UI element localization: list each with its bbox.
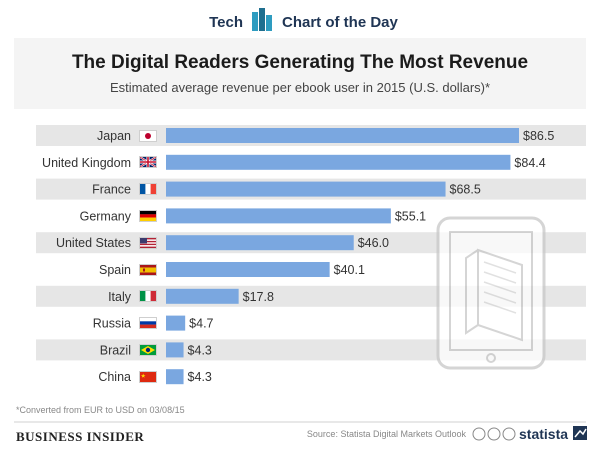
category-label: Italy: [108, 290, 132, 304]
bar-united-states: [166, 235, 354, 251]
header-tech-label: Tech: [209, 14, 243, 31]
bar-russia: [166, 315, 186, 331]
china-flag: [139, 370, 157, 383]
category-label: Brazil: [100, 343, 131, 357]
value-label: $46.0: [358, 236, 389, 250]
spain-flag: [139, 263, 157, 276]
category-label: France: [92, 183, 131, 197]
value-label: $86.5: [523, 129, 554, 143]
chart-of-day-icon: [252, 8, 272, 31]
source-text: Source: Statista Digital Markets Outlook: [307, 429, 467, 439]
bar-brazil: [166, 342, 184, 358]
brazil-flag: [139, 343, 157, 356]
value-label: $17.8: [243, 290, 274, 304]
category-label: Japan: [97, 129, 131, 143]
france-flag: [139, 183, 157, 196]
uk-flag: [139, 156, 157, 169]
category-label: United States: [56, 236, 131, 250]
value-label: $68.5: [450, 183, 481, 197]
germany-flag: [139, 209, 157, 222]
category-label: China: [98, 370, 131, 384]
usa-flag: [139, 236, 157, 249]
italy-flag: [139, 290, 157, 303]
tablet-illustration: [436, 216, 546, 370]
bar-germany: [166, 208, 391, 224]
value-label: $4.3: [188, 343, 212, 357]
business-insider-logo: BUSINESS INSIDER: [16, 429, 144, 444]
category-label: United Kingdom: [42, 156, 131, 170]
category-label: Germany: [80, 209, 132, 223]
value-label: $84.4: [514, 156, 545, 170]
chart-subtitle: Estimated average revenue per ebook user…: [110, 80, 490, 95]
license-icons: [472, 427, 516, 441]
bar-united-kingdom: [166, 154, 511, 170]
category-label: Russia: [93, 317, 131, 331]
japan-flag: [139, 129, 157, 142]
value-label: $40.1: [334, 263, 365, 277]
category-label: Spain: [99, 263, 131, 277]
statista-icon: [573, 426, 587, 440]
bar-japan: [166, 128, 519, 143]
header-chart-of-day-label: Chart of the Day: [282, 14, 399, 31]
statista-logo: statista: [519, 426, 568, 442]
footnote: *Converted from EUR to USD on 03/08/15: [16, 405, 185, 415]
value-label: $55.1: [395, 209, 426, 223]
bar-china: [166, 369, 184, 385]
chart-title: The Digital Readers Generating The Most …: [72, 52, 528, 73]
bar-france: [166, 181, 446, 197]
value-label: $4.7: [189, 317, 213, 331]
value-label: $4.3: [188, 370, 212, 384]
bar-italy: [166, 288, 239, 304]
bar-spain: [166, 262, 330, 277]
russia-flag: [139, 317, 157, 330]
title-background: [14, 38, 586, 109]
